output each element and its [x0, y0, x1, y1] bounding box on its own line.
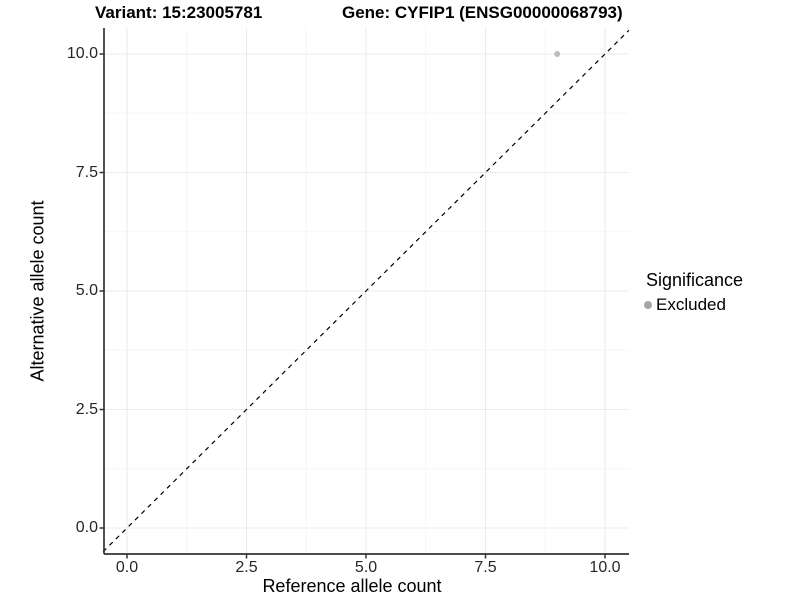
legend-item-excluded: Excluded [644, 295, 743, 315]
y-axis-title: Alternative allele count [27, 200, 48, 382]
x-tick-label: 5.0 [354, 559, 378, 576]
x-tick-label: 7.5 [474, 559, 497, 576]
y-tick-label: 0.0 [75, 519, 98, 536]
y-tick-label: 7.5 [75, 163, 98, 181]
x-tick-label: 0.0 [115, 559, 139, 576]
y-tick-label: 10.0 [66, 45, 98, 62]
gene-title: Gene: CYFIP1 (ENSG00000068793) [342, 3, 623, 22]
x-axis-title: Reference allele count [262, 576, 442, 596]
identity-line [102, 29, 630, 553]
y-tick-label: 2.5 [75, 400, 98, 418]
legend-point-icon [644, 301, 652, 309]
variant-title: Variant: 15:23005781 [95, 3, 263, 22]
data-point [554, 51, 561, 57]
legend: Significance Excluded [644, 270, 743, 315]
x-tick-label: 10.0 [589, 559, 621, 576]
y-tick-label: 5.0 [75, 282, 98, 299]
x-tick-label: 2.5 [235, 559, 258, 576]
legend-item-label: Excluded [656, 295, 726, 314]
legend-title: Significance [646, 270, 744, 290]
